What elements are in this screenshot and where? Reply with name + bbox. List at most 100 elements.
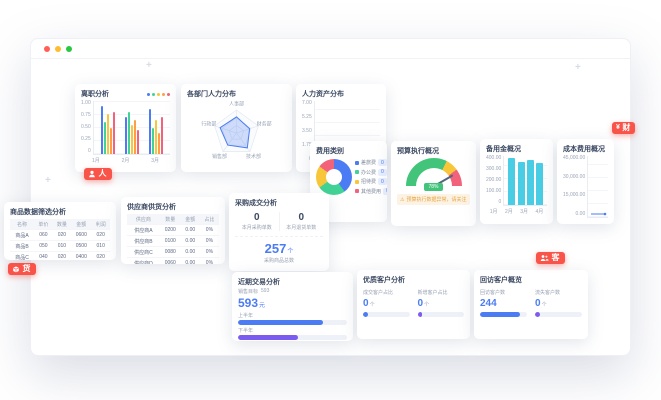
- svg-text:行政部: 行政部: [201, 120, 216, 127]
- progress-row: 上半年: [238, 312, 347, 325]
- card-turnover-analysis: 离职分析 1.00 0.75 0.50 0.25 0 1月 2月 3月: [75, 84, 176, 172]
- card-purchase-stats: 采购成交分析 0 本月采购单数 0 本月退货单数 257个 采购商品总数: [229, 193, 329, 271]
- legend-item: 招待费 0: [355, 178, 387, 186]
- plus-decoration-icon: +: [575, 62, 581, 73]
- stat-value: 0: [298, 212, 305, 223]
- card-title: 回访客户概览: [480, 277, 522, 284]
- card-supplier-table: 供应商供货分析 供应商 数量 金额 占比 供应商A 0200 0.00 0% 供应商B 0100 0…: [121, 197, 225, 264]
- stat-col: 新增客户占比 0个: [417, 289, 464, 317]
- gauge-chart: [405, 158, 462, 186]
- chart-legend: [147, 92, 170, 96]
- radar-chart: 人事部 财务部 技术部 销售部 行政部: [187, 100, 286, 164]
- tag-people: 人: [84, 168, 112, 180]
- progress-bar: [238, 335, 347, 340]
- donut-legend: 差旅费 0 办公费 0 招待费 0 其他费用 0: [355, 159, 387, 195]
- stat-purchase-orders: 0 本月采购单数: [235, 212, 279, 231]
- progress-bar: [238, 320, 347, 325]
- stat-unit: 个: [424, 302, 430, 308]
- progress-bar: [480, 312, 527, 317]
- stat-label: 新增客户占比: [417, 290, 448, 296]
- stat-col: 流失客户数 0个: [535, 289, 582, 317]
- legend-chip-icon: [355, 179, 359, 184]
- progress-fill: [535, 312, 540, 317]
- legend-dot-icon: [152, 92, 155, 96]
- legend-chip-icon: [355, 189, 359, 194]
- window-close-button[interactable]: [44, 45, 50, 52]
- stat-unit: 个: [541, 302, 547, 308]
- x-axis-labels: 1月 2月 3月 4月: [489, 209, 544, 215]
- people-icon: [540, 255, 549, 261]
- card-recent-deals: 近期交易分析 销售目标 593 593元 上半年 下半年: [232, 272, 353, 341]
- progress-row: 下半年: [238, 327, 347, 340]
- deal-subtitle: 销售目标 593: [238, 288, 347, 295]
- legend-chip-icon: [355, 160, 359, 165]
- stat-label: 回访客户数: [480, 290, 506, 296]
- card-title: 成本费用概况: [563, 146, 605, 153]
- yuan-icon: ¥: [616, 124, 620, 132]
- window-minimize-button[interactable]: [55, 45, 61, 52]
- stat-label: 本月退货单数: [286, 225, 317, 231]
- card-title: 商品数据筛选分析: [10, 209, 66, 216]
- products-table: 名称 单价 数量 金额 利润 商品A 060 020 0600 020 商品B 050 010 0500 0…: [10, 219, 110, 260]
- stat-purchase-returns: 0 本月退货单数: [278, 212, 324, 231]
- legend-label: 差旅费: [361, 160, 377, 167]
- progress-bar: [363, 312, 410, 317]
- progress-fill: [238, 320, 324, 325]
- legend-value: 0: [383, 187, 387, 195]
- legend-dot-icon: [162, 92, 165, 96]
- card-title: 费用类别: [316, 148, 344, 155]
- progress-fill: [363, 312, 368, 317]
- x-axis-labels: 1月 2月 3月: [91, 158, 160, 164]
- y-axis-labels: 45,000.00 30,000.00 15,000.00 0.00: [563, 155, 586, 217]
- legend-item: 差旅费 0: [355, 159, 387, 167]
- deal-main-value: 593元: [238, 296, 347, 310]
- stat-label: 本月采购单数: [241, 225, 272, 231]
- card-title: 优质客户分析: [363, 277, 405, 284]
- card-product-table: 商品数据筛选分析 名称 单价 数量 金额 利润 商品A 060 020 0600 020 商品B 05…: [4, 202, 116, 260]
- line-chart: [587, 156, 608, 218]
- progress-label: 下半年: [238, 328, 254, 334]
- svg-text:财务部: 财务部: [257, 120, 272, 127]
- svg-text:技术部: 技术部: [246, 153, 261, 160]
- legend-value: 0: [378, 178, 387, 186]
- stat-unit: 个: [369, 302, 375, 308]
- window-zoom-button[interactable]: [66, 45, 72, 52]
- bar-chart: [503, 156, 547, 206]
- stat-value: 0: [253, 212, 260, 223]
- stat-value: 0个: [417, 298, 430, 309]
- legend-dot-icon: [147, 92, 150, 96]
- card-title: 各部门人力分布: [187, 91, 236, 98]
- stat-value: 593: [238, 296, 259, 310]
- donut-chart: [316, 159, 352, 195]
- tag-customer: 客: [536, 252, 565, 264]
- progress-bar: [417, 312, 464, 317]
- deal-sub-value: 593: [261, 288, 270, 294]
- stat-value: 244: [480, 298, 497, 309]
- legend-label: 其他费用: [361, 188, 382, 195]
- stat-purchase-total: 257个 采购商品总数: [235, 236, 323, 264]
- person-icon: [89, 170, 95, 178]
- legend-dot-icon: [157, 92, 160, 96]
- svg-text:销售部: 销售部: [212, 153, 227, 160]
- stat-value: 0个: [535, 298, 547, 309]
- card-title: 离职分析: [81, 91, 109, 98]
- warning-icon: ⚠: [400, 196, 405, 203]
- progress-fill: [238, 335, 298, 340]
- deal-sub-label: 销售目标: [238, 289, 259, 295]
- budget-warning-note: ⚠ 预算执行数据异常，请关注: [397, 194, 470, 205]
- legend-value: 0: [378, 168, 387, 176]
- legend-dot-icon: [167, 92, 170, 96]
- stat-label: 流失客户数: [535, 290, 561, 296]
- stat-label: 成交客户占比: [363, 290, 394, 296]
- card-title: 近期交易分析: [238, 279, 280, 286]
- card-title: 采购成交分析: [235, 200, 277, 207]
- tag-label: 财: [622, 122, 631, 132]
- card-customer-overview: 回访客户概览 回访客户数 244 流失客户数 0个: [474, 270, 588, 339]
- legend-item: 办公费 0: [355, 168, 387, 176]
- suppliers-table: 供应商 数量 金额 占比 供应商A 0200 0.00 0% 供应商B 0100 0.00 0% 供应商…: [127, 214, 219, 264]
- stat-col: 回访客户数 244: [480, 289, 527, 317]
- stat-label: 采购商品总数: [263, 258, 294, 264]
- legend-label: 办公费: [361, 169, 377, 176]
- card-cash-bars: 备用金概况 400.00 300.00 200.00 100.00 0 1月 2月 3月 4月: [480, 139, 553, 224]
